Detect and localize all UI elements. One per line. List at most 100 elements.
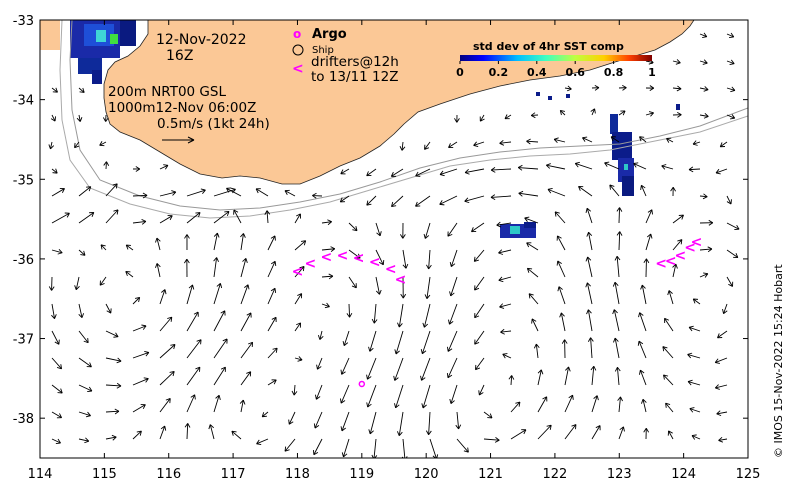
current-vector bbox=[375, 249, 384, 265]
drifter-legend-label-1: drifters@12h bbox=[311, 54, 399, 70]
current-vector-head bbox=[718, 439, 724, 443]
current-vector-head bbox=[61, 188, 65, 193]
current-vector-head bbox=[568, 394, 573, 399]
current-vector-head bbox=[588, 309, 592, 314]
current-vector-head bbox=[702, 196, 708, 200]
current-vector-head bbox=[648, 111, 654, 114]
drifter-marker: < bbox=[385, 261, 397, 277]
current-vector bbox=[528, 293, 539, 305]
current-vector-head bbox=[594, 108, 596, 114]
current-vector-head bbox=[526, 268, 530, 273]
current-vector bbox=[294, 240, 306, 251]
current-vector bbox=[105, 410, 119, 413]
current-vector-head bbox=[367, 376, 372, 380]
current-vector-head bbox=[100, 244, 106, 247]
current-vector bbox=[586, 208, 593, 224]
current-vector-head bbox=[59, 413, 63, 418]
current-vector bbox=[450, 276, 458, 297]
current-vector bbox=[726, 222, 740, 230]
current-vector bbox=[504, 114, 512, 120]
current-vector bbox=[689, 168, 701, 171]
current-vector-head bbox=[432, 455, 437, 458]
current-vector-head bbox=[395, 404, 400, 409]
current-vector-head bbox=[264, 210, 268, 215]
current-vector-head bbox=[704, 273, 709, 278]
current-vector bbox=[639, 369, 647, 386]
current-vector bbox=[564, 366, 570, 386]
current-vector-head bbox=[638, 340, 644, 345]
current-vector-head bbox=[340, 398, 342, 404]
current-vector-head bbox=[405, 263, 409, 269]
current-vector-head bbox=[116, 382, 122, 387]
current-vector-head bbox=[681, 214, 684, 220]
current-vector bbox=[428, 411, 431, 435]
current-vector-head bbox=[593, 395, 598, 399]
current-vector bbox=[586, 282, 593, 305]
x-tick-label: 117 bbox=[221, 467, 246, 482]
current-vector-head bbox=[366, 200, 369, 206]
current-vector-head bbox=[531, 318, 537, 322]
current-vector bbox=[240, 284, 249, 305]
current-vector-head bbox=[366, 402, 369, 408]
x-tick-label: 121 bbox=[478, 467, 503, 482]
current-vector-head bbox=[50, 145, 55, 150]
current-vector-head bbox=[142, 404, 146, 410]
current-vector-head bbox=[726, 201, 732, 205]
current-vector-head bbox=[614, 367, 618, 372]
current-vector-head bbox=[394, 403, 397, 408]
current-vector-head bbox=[425, 430, 430, 435]
current-vector bbox=[288, 411, 296, 425]
current-vector-head bbox=[103, 161, 107, 166]
current-vector-head bbox=[715, 168, 720, 174]
current-vector-head bbox=[524, 217, 528, 222]
current-vector bbox=[590, 337, 593, 359]
current-vector-head bbox=[729, 63, 735, 66]
current-vector-head bbox=[675, 62, 681, 65]
current-vector-head bbox=[330, 246, 335, 250]
current-vector bbox=[213, 211, 230, 224]
drifter-legend-icon: < bbox=[292, 61, 304, 77]
current-vector-head bbox=[208, 424, 211, 430]
current-vector-head bbox=[451, 263, 456, 267]
current-vector-head bbox=[557, 286, 560, 292]
current-vector bbox=[267, 288, 276, 305]
current-vector bbox=[578, 186, 593, 197]
current-vector-head bbox=[557, 235, 562, 239]
drifter-marker: < bbox=[369, 254, 381, 270]
x-tick-label: 120 bbox=[414, 467, 439, 482]
current-vector-head bbox=[85, 437, 90, 442]
current-vector bbox=[429, 438, 437, 458]
current-vector-head bbox=[448, 319, 450, 325]
y-tick-label: -38 bbox=[13, 412, 34, 427]
current-vector bbox=[321, 303, 330, 308]
current-vector bbox=[692, 141, 701, 145]
current-vector-head bbox=[529, 293, 534, 296]
y-tick-label: -36 bbox=[13, 253, 34, 268]
current-vector-head bbox=[474, 259, 479, 262]
current-vector-head bbox=[499, 140, 504, 144]
current-vector-head bbox=[184, 423, 189, 428]
current-vector-head bbox=[188, 284, 193, 289]
current-vector-head bbox=[609, 184, 611, 190]
current-vector bbox=[663, 374, 674, 386]
current-vector-head bbox=[270, 287, 276, 292]
current-vector-head bbox=[79, 91, 85, 93]
current-vector-head bbox=[324, 306, 330, 309]
current-vector-head bbox=[439, 174, 445, 177]
current-vector-head bbox=[500, 328, 505, 333]
current-vector bbox=[591, 108, 596, 116]
colorbar-tick-label: 0.6 bbox=[565, 66, 585, 79]
current-vector-head bbox=[171, 190, 176, 193]
current-vector bbox=[689, 408, 701, 413]
current-vector-head bbox=[490, 169, 496, 173]
current-vector-head bbox=[498, 252, 504, 255]
current-vector-head bbox=[637, 341, 640, 346]
current-vector bbox=[156, 237, 161, 251]
current-vector-head bbox=[91, 212, 95, 217]
current-vector-head bbox=[346, 313, 350, 318]
current-vector-head bbox=[262, 415, 267, 418]
current-vector-head bbox=[230, 187, 236, 190]
current-vector-head bbox=[542, 396, 547, 400]
current-vector-head bbox=[183, 258, 188, 264]
current-vector-head bbox=[379, 231, 382, 236]
